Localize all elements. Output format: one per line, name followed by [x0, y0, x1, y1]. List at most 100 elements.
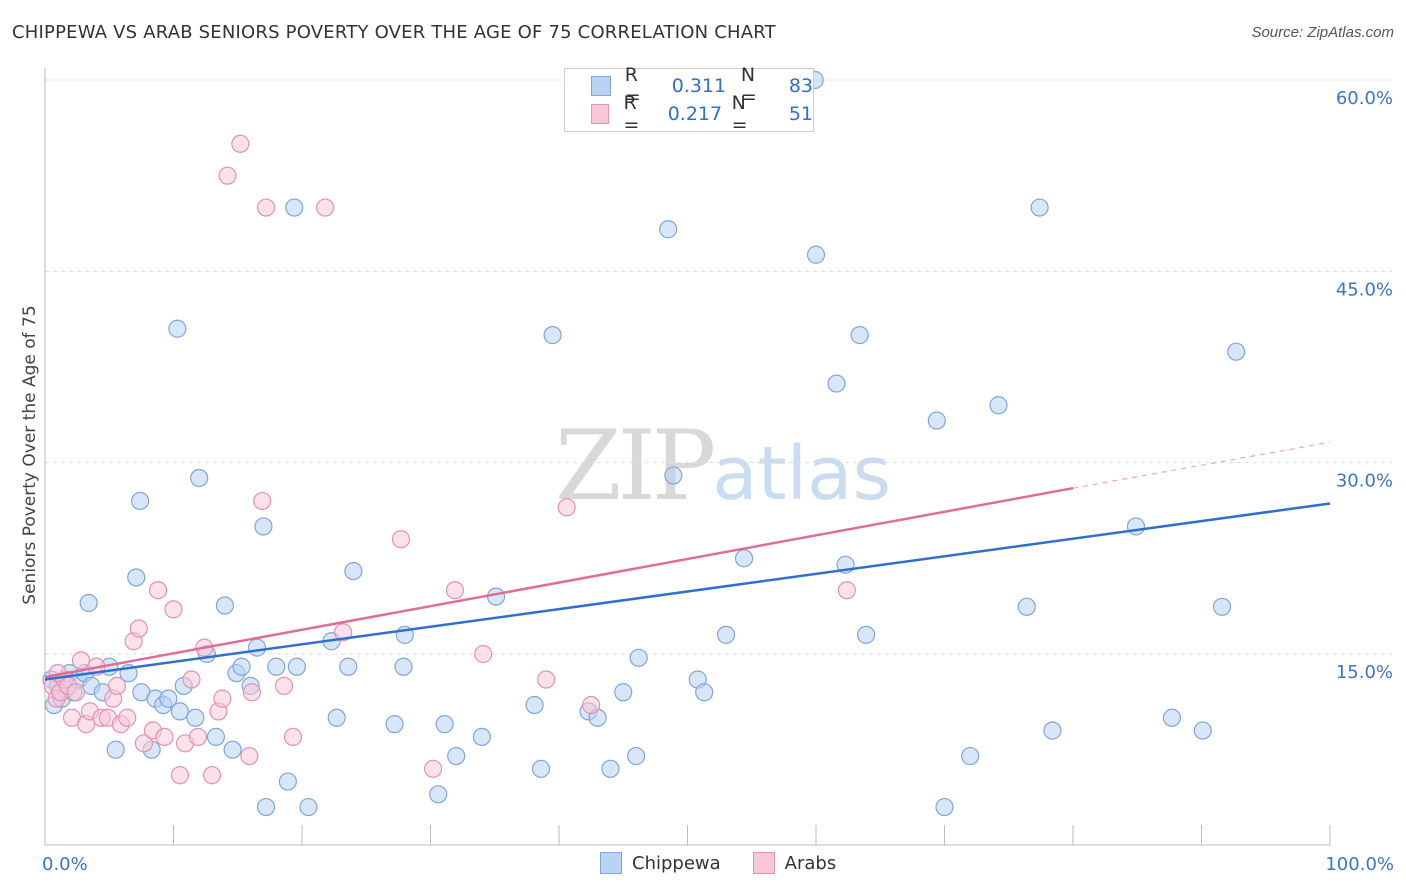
chippewa-point-58 [664, 466, 683, 485]
chippewa-point-86 [486, 587, 506, 606]
chippewa-point-10 [79, 593, 98, 613]
arabs-point-42 [391, 530, 411, 549]
arabs-point-41 [334, 623, 353, 642]
chart-title: CHIPPEWA VS ARAB SENIORS POVERTY OVER TH… [12, 22, 776, 43]
chippewa-point-51 [543, 326, 562, 345]
arabs-point-23 [164, 600, 183, 619]
chippewa-point-74 [1043, 721, 1062, 740]
chippewa-point-85 [629, 648, 648, 667]
chippewa-point-45 [429, 785, 448, 804]
watermark-zip: ZIP [555, 410, 716, 522]
source-label: Source: ZipAtlas.com [1251, 24, 1394, 41]
bottom-legend-label-arabs: Arabs [784, 852, 837, 874]
bottom-legend: Chippewa Arabs [600, 852, 868, 874]
arabs-point-19 [134, 734, 154, 753]
legend-r-label: R = [623, 92, 640, 136]
chippewa-point-43 [394, 657, 413, 676]
arabs-point-44 [445, 581, 465, 600]
legend-r-label: R = [624, 64, 641, 108]
chippewa-point-24 [190, 468, 209, 488]
chippewa-point-77 [1193, 721, 1212, 740]
chippewa-point-66 [850, 326, 869, 345]
arabs-point-38 [274, 676, 294, 695]
arabs-trend-line-extension [1072, 441, 1331, 489]
watermark: ZIPatlas [555, 410, 891, 522]
x-tick-label-0: 0.0% [42, 854, 88, 875]
legend-swatch-chippewa [591, 76, 611, 96]
chippewa-point-60 [695, 683, 714, 702]
chippewa-point-56 [626, 746, 646, 766]
legend-swatch-arabs [591, 104, 610, 124]
chippewa-point-23 [186, 708, 205, 727]
legend-n-label: N = [731, 92, 748, 136]
legend-row-chippewa: R = 0.311 N = 83 [591, 64, 813, 108]
arabs-point-48 [582, 695, 601, 715]
chippewa-point-84 [168, 319, 187, 338]
chippewa-point-54 [601, 759, 620, 778]
y-tick-label-30: 30.0% [1336, 471, 1393, 492]
chippewa-point-28 [223, 740, 242, 759]
chippewa-point-26 [206, 727, 226, 747]
chippewa-point-68 [927, 411, 946, 430]
legend-r-arabs: 0.217 [667, 103, 723, 125]
arabs-point-33 [231, 134, 250, 153]
chippewa-point-81 [130, 491, 150, 511]
arabs-point-47 [557, 498, 576, 517]
chippewa-point-36 [285, 198, 304, 217]
chippewa-point-15 [127, 568, 146, 587]
legend: R = 0.311 N = 83 R = 0.217 N = 51 [564, 64, 814, 136]
trend-lines [44, 441, 1331, 681]
chippewa-point-32 [247, 638, 267, 657]
chippewa-point-73 [1030, 198, 1049, 217]
chippewa-point-49 [525, 695, 544, 715]
arabs-point-27 [188, 727, 208, 747]
arabs-point-7 [71, 651, 91, 670]
arabs-point-6 [66, 683, 85, 702]
chippewa-point-78 [1212, 597, 1232, 616]
chippewa-trend-line [44, 502, 1331, 681]
chippewa-point-39 [327, 708, 346, 727]
y-tick-label-60: 60.0% [1336, 88, 1393, 109]
bottom-legend-label-chippewa: Chippewa [632, 852, 721, 874]
bottom-legend-swatch-arabs [752, 852, 775, 874]
chippewa-point-75 [1126, 517, 1146, 536]
bottom-legend-arabs: Arabs [752, 852, 837, 874]
chippewa-point-37 [287, 657, 306, 676]
arabs-point-40 [316, 198, 335, 217]
chippewa-point-47 [447, 746, 466, 766]
chippewa-point-46 [435, 715, 454, 734]
arabs-point-37 [256, 198, 276, 217]
legend-n-chippewa: 83 [788, 75, 813, 97]
chippewa-point-83 [256, 797, 276, 817]
chippewa-point-30 [232, 657, 251, 676]
bottom-legend-chippewa: Chippewa [600, 852, 721, 874]
watermark-atlas: atlas [712, 431, 892, 517]
legend-n-arabs: 51 [788, 103, 813, 125]
chippewa-point-13 [106, 740, 125, 759]
chippewa-point-40 [339, 657, 358, 676]
chippewa-point-48 [472, 727, 491, 747]
bottom-legend-swatch-chippewa [600, 852, 622, 874]
chippewa-point-72 [1017, 597, 1036, 616]
arabs-point-45 [474, 644, 493, 664]
x-tick-label-100: 100.0% [1325, 854, 1394, 875]
chippewa-point-76 [1162, 708, 1182, 727]
tick-labels: 15.0% 30.0% 45.0% 60.0% 0.0% 100.0% [42, 88, 1394, 875]
chippewa-point-20 [159, 689, 178, 708]
arabs-point-39 [283, 727, 303, 747]
chippewa-point-63 [806, 245, 826, 264]
legend-row-arabs: R = 0.217 N = 51 [591, 92, 813, 136]
arabs-point-22 [155, 727, 174, 747]
arabs-point-16 [118, 708, 137, 727]
arabs-trend-line [44, 486, 1074, 679]
chippewa-point-35 [278, 772, 297, 791]
chippewa-point-34 [267, 657, 286, 676]
chippewa-point-27 [215, 596, 234, 615]
legend-r-chippewa: 0.311 [671, 75, 727, 97]
arabs-point-36 [253, 491, 272, 511]
chippewa-point-71 [989, 396, 1008, 415]
arabs-point-14 [107, 676, 127, 695]
axes [44, 68, 1331, 846]
chippewa-point-70 [961, 746, 980, 766]
